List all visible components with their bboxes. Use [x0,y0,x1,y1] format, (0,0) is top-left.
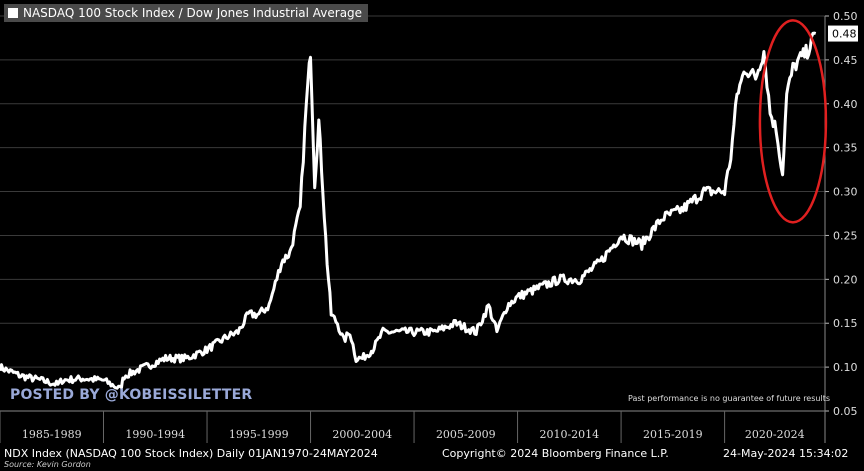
y-tick-label: 0.10 [833,361,858,374]
y-tick-label: 0.35 [833,142,858,155]
y-tick-label: 0.20 [833,273,858,286]
last-value-badge [828,25,858,42]
chart-legend: NASDAQ 100 Stock Index / Dow Jones Indus… [4,4,369,22]
y-axis: 0.05 0.10 0.15 0.20 0.25 0.30 0.35 0.40 0.45 0.50 [824,10,858,443]
x-period-label: 2020-2024 [745,428,805,441]
x-period-label: 2015-2019 [643,428,703,441]
y-tick-label: 0.25 [833,229,858,242]
footer-copyright: Copyright© 2024 Bloomberg Finance L.P. [442,447,669,460]
x-axis: 1985-1989 1990-1994 1995-1999 2000-2004 2005… [0,410,825,443]
legend-swatch [8,8,18,18]
series-line [0,31,817,390]
x-period-label: 2005-2009 [436,428,496,441]
footer-ticker-info: NDX Index (NASDAQ 100 Stock Index) Daily… [4,447,378,460]
y-tick-label: 0.05 [833,405,858,418]
highlight-ellipse [758,19,828,224]
x-period-label: 1995-1999 [229,428,289,441]
grid-lines [0,15,825,412]
x-period-label: 1990-1994 [125,428,185,441]
y-tick-label: 0.40 [833,98,858,111]
last-value-label: 0.48 [832,28,857,41]
x-period-label: 1985-1989 [22,428,82,441]
y-tick-label: 0.50 [833,10,858,23]
last-value-marker: 0.48 [828,25,858,42]
y-tick-label: 0.45 [833,54,858,67]
legend-label: NASDAQ 100 Stock Index / Dow Jones Indus… [23,6,363,20]
watermark: POSTED BY @KOBEISSILETTER [10,387,253,403]
disclaimer: Past performance is no guarantee of futu… [628,394,830,403]
footer-timestamp: 24-May-2024 15:34:02 [723,447,849,460]
source-note: Source: Kevin Gordon [4,460,91,469]
y-tick-label: 0.15 [833,317,858,330]
x-period-label: 2000-2004 [332,428,392,441]
y-tick-label: 0.30 [833,186,858,199]
x-period-label: 2010-2014 [539,428,599,441]
